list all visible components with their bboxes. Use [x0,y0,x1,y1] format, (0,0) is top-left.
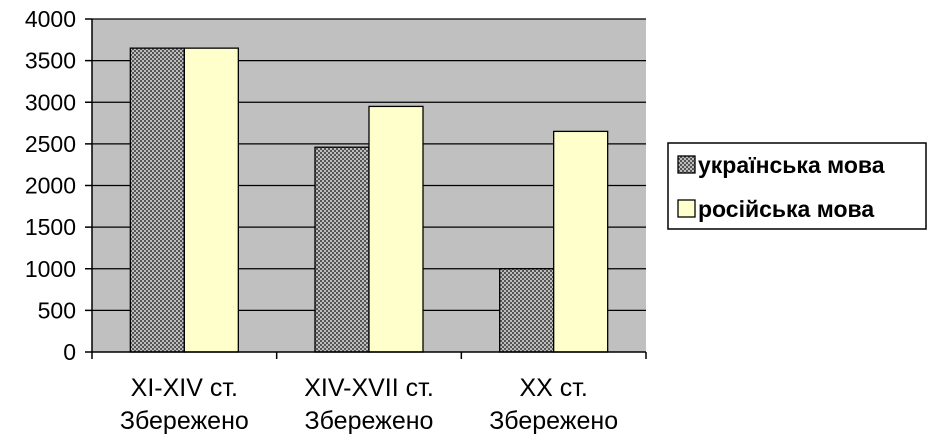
legend-box [667,142,927,230]
legend-label-ukrainian: українська мова [698,152,885,178]
legend-swatch-ukrainian [677,155,696,174]
bar-russian-3 [553,130,609,353]
y-tick-label: 2500 [25,131,76,157]
y-tick-label: 3000 [25,89,76,115]
y-tick-label: 3500 [25,48,76,74]
legend-label-russian: російська мова [698,196,874,222]
legend: українська мова російська мова [667,142,927,230]
x-category-label: XX ст. [519,374,587,402]
axes [85,18,647,359]
bars [129,47,609,353]
bar-ukrainian-3 [499,268,555,353]
y-tick-label: 1500 [25,214,76,240]
y-tick-label: 2000 [25,173,76,199]
x-category-label: Збережено [489,407,618,435]
bar-russian-1 [183,47,239,353]
legend-swatch-russian [677,199,696,218]
category-labels: XI-XIV ст. Збережено XIV-XVII ст. Збережено… [120,374,618,435]
y-tick-label: 1000 [25,256,76,282]
y-tick-label: 500 [38,297,76,323]
y-tick-label: 0 [63,339,76,365]
bar-russian-2 [368,105,424,353]
bar-ukrainian-1 [129,47,185,353]
x-category-label: XIV-XVII ст. [304,374,434,402]
y-tick-label: 4000 [25,6,76,32]
bar-ukrainian-2 [314,146,370,353]
x-category-label: XI-XIV ст. [131,374,238,402]
x-category-label: Збережено [120,407,249,435]
y-tick-labels: 0 500 1000 1500 2000 2500 3000 3500 4000 [25,6,76,365]
x-category-label: Збережено [305,407,434,435]
